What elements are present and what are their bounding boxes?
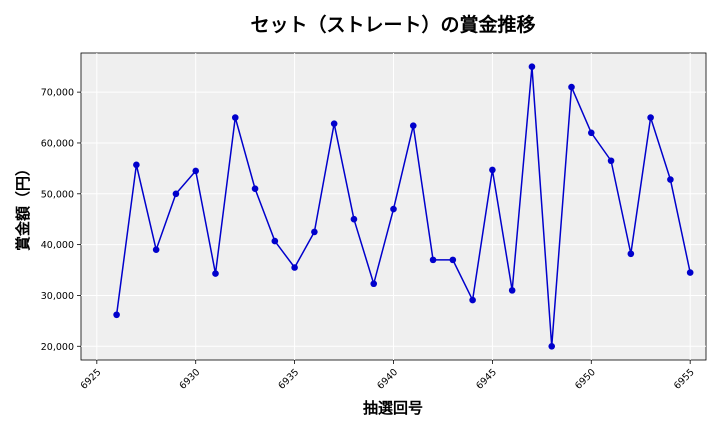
series-layer: [113, 63, 694, 350]
data-point: [607, 157, 615, 165]
data-point: [627, 250, 635, 258]
data-point: [370, 280, 378, 288]
data-point: [231, 114, 239, 121]
data-point: [528, 63, 536, 71]
data-point: [508, 287, 516, 294]
data-point: [548, 342, 556, 350]
data-point: [271, 237, 279, 245]
y-axis-label: 賞金額（円）: [14, 161, 32, 251]
data-point: [251, 185, 259, 193]
data-point: [568, 83, 575, 91]
data-point: [390, 205, 397, 213]
data-point: [311, 228, 318, 236]
data-point: [449, 256, 457, 264]
data-point: [113, 311, 120, 319]
data-point: [489, 166, 496, 174]
y-tick-label: 70,000: [41, 88, 74, 99]
x-tick-label: 6925: [79, 367, 104, 392]
data-point: [429, 256, 437, 264]
data-point: [152, 246, 160, 254]
chart-title: セット（ストレート）の賞金推移: [250, 13, 535, 36]
data-point: [291, 264, 298, 271]
x-tick-label: 6935: [276, 367, 301, 392]
data-point: [330, 120, 338, 127]
y-tick-label: 40,000: [41, 240, 74, 251]
data-point: [686, 269, 694, 276]
data-point: [133, 161, 140, 169]
x-tick-label: 6940: [375, 367, 400, 392]
data-point: [647, 114, 654, 121]
data-point: [667, 176, 674, 183]
series-line: [115, 66, 691, 347]
y-tick-label: 50,000: [41, 189, 74, 200]
x-axis-label: 抽選回号: [363, 399, 423, 417]
x-tick-label: 6950: [573, 367, 598, 392]
x-tick-label: 6945: [474, 367, 499, 392]
data-point: [409, 122, 417, 129]
y-tick-label: 60,000: [41, 138, 74, 149]
y-tick-label: 20,000: [41, 342, 74, 353]
data-point: [350, 215, 358, 223]
x-tick-label: 6955: [672, 367, 697, 392]
x-tick-label: 6930: [177, 367, 202, 392]
data-point: [469, 296, 476, 304]
y-tick-label: 30,000: [41, 291, 74, 302]
data-point: [192, 167, 200, 175]
data-point: [587, 129, 595, 137]
data-point: [212, 270, 219, 277]
data-point: [172, 190, 180, 198]
